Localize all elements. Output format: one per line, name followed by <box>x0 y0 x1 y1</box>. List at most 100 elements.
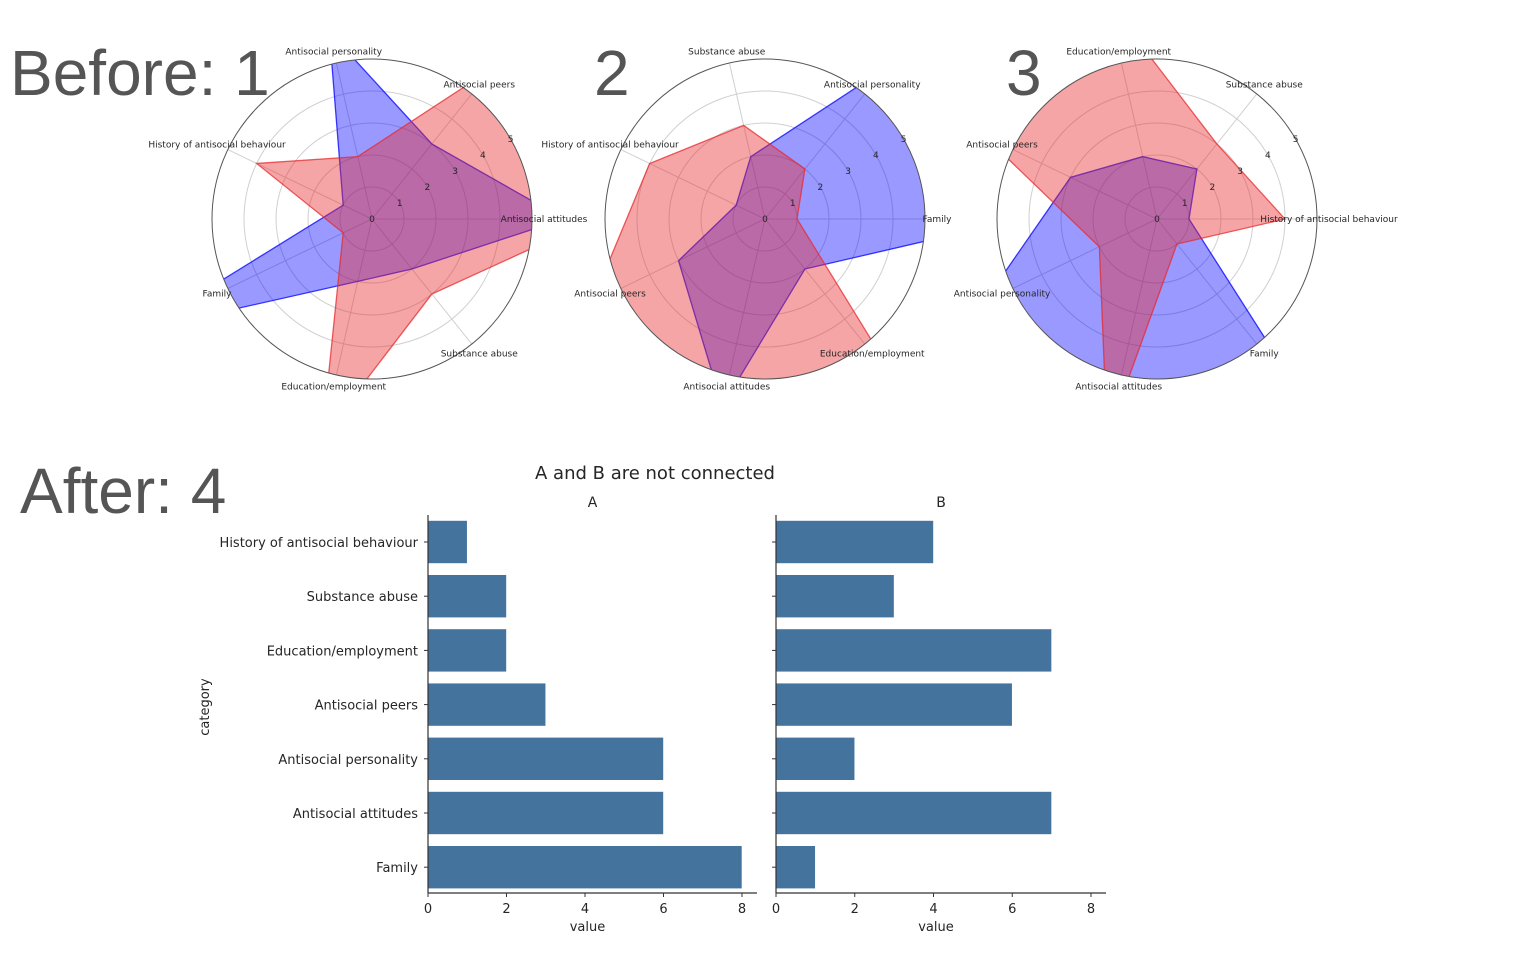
bar <box>775 845 816 890</box>
x-tick-label: 8 <box>738 902 746 917</box>
y-tick-label: Family <box>376 861 418 876</box>
radar-rtick-label: 4 <box>480 151 486 161</box>
radar-rtick-label: 0 <box>369 215 375 225</box>
x-tick-label: 0 <box>772 902 780 917</box>
radar-spoke <box>1120 218 1158 376</box>
radar-rtick-label: 0 <box>1154 215 1160 225</box>
radar-rtick-label: 1 <box>790 199 796 209</box>
radar-spoke <box>371 93 473 220</box>
radar-axis-label: Education/employment <box>281 383 386 393</box>
radar-series-2-area <box>997 59 1287 379</box>
radar-axis-label: Antisocial attitudes <box>1075 383 1162 393</box>
x-tick-label: 8 <box>1087 902 1095 917</box>
radar-axis-label: Antisocial peers <box>966 140 1038 150</box>
radar-rtick-label: 3 <box>452 167 458 177</box>
x-tick-label: 4 <box>929 902 937 917</box>
bar <box>427 628 507 673</box>
bar <box>427 845 743 890</box>
bar <box>427 682 547 727</box>
radar-axis-label: Antisocial attitudes <box>501 215 588 225</box>
radar-axis-label: Education/employment <box>1066 47 1171 57</box>
radar-axis-label: Antisocial personality <box>954 290 1051 300</box>
bar <box>775 736 856 781</box>
radar-spoke <box>335 62 373 220</box>
radar-axis-label: History of antisocial behaviour <box>541 140 679 150</box>
radar-axis-label: Substance abuse <box>688 47 766 57</box>
radar-rtick-label: 3 <box>845 167 851 177</box>
y-tick-label: Education/employment <box>267 644 418 659</box>
radar-spoke <box>620 149 766 220</box>
bar-chart-A: A History of antisocial behaviour Substanc… <box>220 495 757 935</box>
radar-rtick-label: 5 <box>508 135 514 145</box>
radar-spoke <box>728 218 766 376</box>
radar-axis-label: Antisocial personality <box>824 81 921 91</box>
radar-spoke <box>620 218 766 289</box>
bar-chart-title: B <box>936 495 946 511</box>
bar <box>775 628 1052 673</box>
x-axis-label: value <box>918 920 954 935</box>
bar <box>775 574 895 619</box>
x-tick-label: 0 <box>424 902 432 917</box>
radar-axis-label: Antisocial attitudes <box>683 383 770 393</box>
radar-axis-label: Antisocial peers <box>443 81 515 91</box>
radar-axis-label: Substance abuse <box>441 349 519 359</box>
y-tick-label: Antisocial personality <box>278 753 418 768</box>
radar-rtick-label: 3 <box>1237 167 1243 177</box>
bar <box>775 791 1052 835</box>
radar-axis-label: Antisocial personality <box>285 47 382 57</box>
radar-outer-circle <box>211 58 533 380</box>
panel-label-before-1: Before: 1 <box>10 37 270 109</box>
bar <box>427 574 507 619</box>
x-axis-label: value <box>570 920 606 935</box>
radar-series-1-area <box>212 59 532 331</box>
radar-rtick-label: 4 <box>1265 151 1271 161</box>
bar <box>775 520 934 564</box>
y-tick-label: Antisocial attitudes <box>293 807 418 822</box>
radar-spoke <box>1156 218 1258 345</box>
radar-chart-1: 0 1 2 3 4 5 Antisocial attitudes Antisocial pee… <box>148 47 588 393</box>
radar-axis-label: Family <box>923 215 953 225</box>
radar-axis-label: Family <box>1250 349 1280 359</box>
radar-outer-circle <box>604 58 926 380</box>
radar-spoke <box>764 218 866 345</box>
radar-spoke <box>227 218 373 289</box>
radar-outer-circle <box>996 58 1318 380</box>
y-tick-label: History of antisocial behaviour <box>220 536 419 551</box>
radar-axis-label: History of antisocial behaviour <box>1260 215 1398 225</box>
radar-spoke <box>371 218 473 345</box>
radar-spoke <box>335 218 373 376</box>
x-tick-label: 2 <box>502 902 510 917</box>
bar <box>427 791 664 835</box>
panel-label-3: 3 <box>1006 37 1042 109</box>
y-axis-label: category <box>198 678 213 736</box>
x-tick-label: 2 <box>851 902 859 917</box>
radar-spoke <box>227 149 373 220</box>
radar-rtick-label: 5 <box>901 135 907 145</box>
radar-spoke <box>1156 93 1258 220</box>
radar-rtick-label: 1 <box>1182 199 1188 209</box>
radar-rtick-label: 2 <box>818 183 824 193</box>
radar-rtick-label: 1 <box>397 199 403 209</box>
radar-rtick-label: 2 <box>1210 183 1216 193</box>
radar-rtick-label: 4 <box>873 151 879 161</box>
radar-spoke <box>1120 62 1158 220</box>
figure-suptitle: A and B are not connected <box>535 463 775 484</box>
bar <box>427 520 468 564</box>
x-tick-label: 6 <box>1008 902 1016 917</box>
radar-rtick-label: 2 <box>425 183 431 193</box>
radar-axis-label: Family <box>203 290 233 300</box>
radar-rtick-label: 5 <box>1293 135 1299 145</box>
radar-spoke <box>1012 149 1158 220</box>
radar-axis-label: Antisocial peers <box>574 290 646 300</box>
panel-label-2: 2 <box>594 37 630 109</box>
y-tick-label: Substance abuse <box>307 590 418 605</box>
x-tick-label: 4 <box>581 902 589 917</box>
bar-chart-title: A <box>588 495 598 511</box>
radar-axis-label: Education/employment <box>820 349 925 359</box>
radar-spoke <box>1012 218 1158 289</box>
radar-rtick-label: 0 <box>762 215 768 225</box>
radar-spoke <box>728 62 766 220</box>
panel-label-after-4: After: 4 <box>20 455 227 527</box>
y-tick-label: Antisocial peers <box>315 699 419 714</box>
